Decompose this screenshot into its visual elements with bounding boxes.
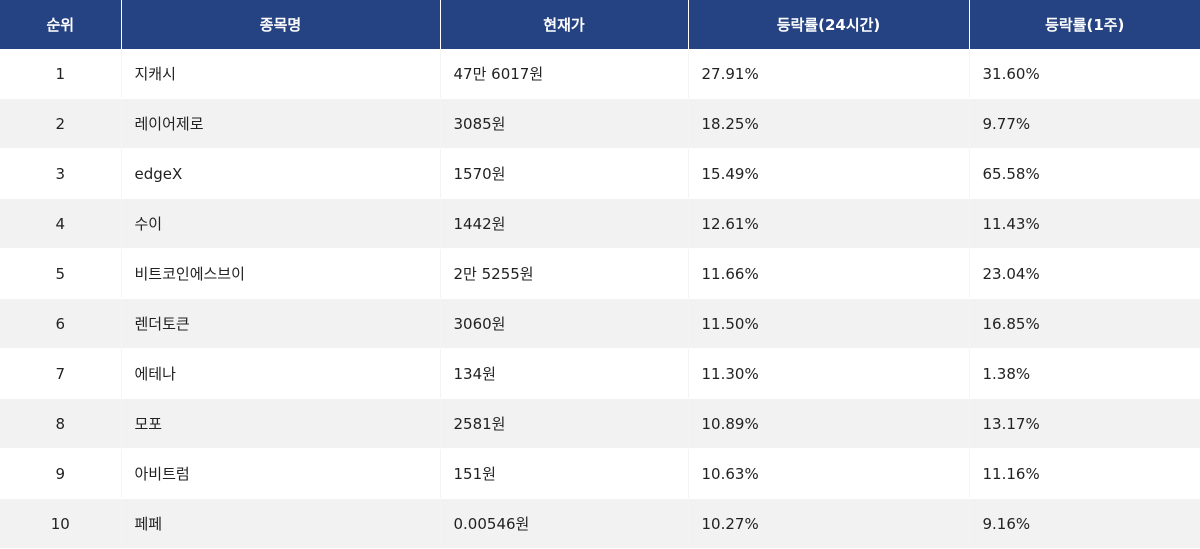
price-cell: 3060원 xyxy=(440,298,689,349)
name-cell: 에테나 xyxy=(121,348,441,399)
price-cell: 134원 xyxy=(440,348,689,399)
rank-cell: 9 xyxy=(0,448,122,499)
table-row: 8 모포 2581원 10.89% 13.17% xyxy=(0,398,1200,449)
name-cell: 비트코인에스브이 xyxy=(121,248,441,299)
price-cell: 1570원 xyxy=(440,148,689,199)
change-1w-cell: 11.43% xyxy=(969,198,1200,249)
rank-cell: 1 xyxy=(0,49,122,99)
table-row: 7 에테나 134원 11.30% 1.38% xyxy=(0,348,1200,399)
price-cell: 47만 6017원 xyxy=(440,49,689,99)
change-24h-cell: 11.66% xyxy=(688,248,970,299)
change-24h-cell: 12.61% xyxy=(688,198,970,249)
name-cell: 지캐시 xyxy=(121,49,441,99)
table-row: 4 수이 1442원 12.61% 11.43% xyxy=(0,198,1200,249)
rank-cell: 6 xyxy=(0,298,122,349)
table-row: 9 아비트럼 151원 10.63% 11.16% xyxy=(0,448,1200,499)
change-24h-cell: 11.30% xyxy=(688,348,970,399)
price-cell: 2581원 xyxy=(440,398,689,449)
change-1w-cell: 23.04% xyxy=(969,248,1200,299)
table-row: 5 비트코인에스브이 2만 5255원 11.66% 23.04% xyxy=(0,248,1200,299)
change-24h-cell: 10.63% xyxy=(688,448,970,499)
rank-cell: 2 xyxy=(0,98,122,149)
name-cell: edgeX xyxy=(121,148,441,199)
header-change-24h: 등락률(24시간) xyxy=(688,0,970,49)
name-cell: 아비트럼 xyxy=(121,448,441,499)
header-price: 현재가 xyxy=(440,0,689,49)
header-change-1w: 등락률(1주) xyxy=(969,0,1200,49)
rank-cell: 8 xyxy=(0,398,122,449)
name-cell: 레이어제로 xyxy=(121,98,441,149)
name-cell: 페페 xyxy=(121,498,441,549)
rank-cell: 10 xyxy=(0,498,122,549)
change-24h-cell: 18.25% xyxy=(688,98,970,149)
change-1w-cell: 31.60% xyxy=(969,49,1200,99)
table-body: 1 지캐시 47만 6017원 27.91% 31.60% 2 레이어제로 30… xyxy=(0,49,1200,549)
table-row: 10 페페 0.00546원 10.27% 9.16% xyxy=(0,498,1200,549)
rank-cell: 7 xyxy=(0,348,122,399)
change-1w-cell: 65.58% xyxy=(969,148,1200,199)
change-24h-cell: 27.91% xyxy=(688,49,970,99)
rank-cell: 5 xyxy=(0,248,122,299)
change-24h-cell: 11.50% xyxy=(688,298,970,349)
header-name: 종목명 xyxy=(121,0,441,49)
price-cell: 3085원 xyxy=(440,98,689,149)
name-cell: 렌더토큰 xyxy=(121,298,441,349)
table-row: 2 레이어제로 3085원 18.25% 9.77% xyxy=(0,98,1200,149)
rank-cell: 4 xyxy=(0,198,122,249)
header-rank: 순위 xyxy=(0,0,122,49)
table-row: 1 지캐시 47만 6017원 27.91% 31.60% xyxy=(0,49,1200,99)
header-row: 순위 종목명 현재가 등락률(24시간) 등락률(1주) xyxy=(0,0,1200,49)
price-cell: 151원 xyxy=(440,448,689,499)
change-24h-cell: 10.89% xyxy=(688,398,970,449)
price-cell: 2만 5255원 xyxy=(440,248,689,299)
change-1w-cell: 11.16% xyxy=(969,448,1200,499)
change-24h-cell: 15.49% xyxy=(688,148,970,199)
change-24h-cell: 10.27% xyxy=(688,498,970,549)
change-1w-cell: 16.85% xyxy=(969,298,1200,349)
price-cell: 1442원 xyxy=(440,198,689,249)
change-1w-cell: 13.17% xyxy=(969,398,1200,449)
rank-cell: 3 xyxy=(0,148,122,199)
name-cell: 모포 xyxy=(121,398,441,449)
change-1w-cell: 1.38% xyxy=(969,348,1200,399)
change-1w-cell: 9.16% xyxy=(969,498,1200,549)
name-cell: 수이 xyxy=(121,198,441,249)
change-1w-cell: 9.77% xyxy=(969,98,1200,149)
table-row: 6 렌더토큰 3060원 11.50% 16.85% xyxy=(0,298,1200,349)
table-header: 순위 종목명 현재가 등락률(24시간) 등락률(1주) xyxy=(0,0,1200,49)
price-cell: 0.00546원 xyxy=(440,498,689,549)
table-row: 3 edgeX 1570원 15.49% 65.58% xyxy=(0,148,1200,199)
